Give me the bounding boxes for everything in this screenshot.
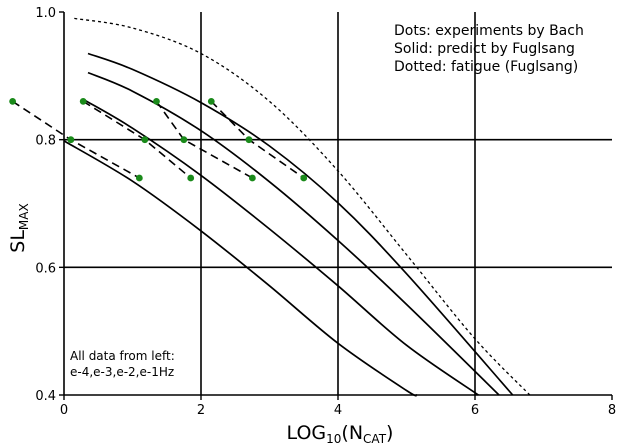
- experiment-point-0-2: [135, 174, 143, 182]
- legend-line-dots: Dots: experiments by Bach: [394, 23, 584, 39]
- experiment-point-3-0: [207, 97, 215, 105]
- experiment-point-3-2: [300, 174, 308, 182]
- legend: Dots: experiments by Bach Solid: predict…: [394, 23, 584, 75]
- x-tick-label-1: 2: [197, 403, 205, 418]
- x-axis-label-main: LOG: [287, 422, 327, 443]
- x-tick-label-2: 4: [334, 403, 342, 418]
- y-tick-label-3: 1.0: [35, 6, 56, 21]
- x-axis-label-sub2: CAT: [363, 432, 387, 443]
- predicted-line-0: [63, 140, 418, 397]
- experiment-point-1-1: [141, 136, 149, 144]
- x-axis-label: LOG10(NCAT): [287, 422, 394, 443]
- experiment-point-0-1: [67, 136, 75, 144]
- experiment-point-1-0: [79, 97, 87, 105]
- experiment-point-2-0: [153, 97, 160, 105]
- legend-line-solid: Solid: predict by Fuglsang: [394, 41, 575, 57]
- annotation-line-1: All data from left:: [70, 349, 175, 363]
- annotation: All data from left: e-4,e-3,e-2,e-1Hz: [70, 349, 175, 379]
- y-axis-label: SLMAX: [7, 203, 31, 252]
- y-tick-label-1: 0.6: [35, 261, 56, 276]
- x-tick-label-0: 0: [60, 403, 68, 418]
- y-tick-label-2: 0.8: [35, 134, 56, 149]
- x-tick-label-4: 8: [608, 403, 616, 418]
- predicted-curves: [63, 52, 514, 397]
- annotation-line-2: e-4,e-3,e-2,e-1Hz: [70, 365, 174, 379]
- experiment-line-2: [155, 100, 253, 179]
- experiment-point-2-1: [180, 136, 188, 144]
- fatigue-line: [74, 17, 531, 396]
- fatigue-curve: [74, 17, 531, 396]
- y-tick-label-0: 0.4: [35, 389, 56, 404]
- y-axis-label-main: SL: [7, 230, 29, 253]
- experiment-point-3-1: [245, 136, 253, 144]
- x-axis-label-close: ): [386, 422, 393, 443]
- predicted-line-1: [84, 99, 479, 396]
- x-axis-label-sub1: 10: [326, 432, 341, 443]
- legend-line-dotted: Dotted: fatigue (Fuglsang): [394, 59, 578, 75]
- x-tick-labels: 0 2 4 6 8: [60, 395, 616, 418]
- y-tick-labels: 0.4 0.6 0.8 1.0: [35, 6, 64, 404]
- experiment-point-0-0: [9, 97, 17, 105]
- x-tick-label-3: 6: [471, 403, 479, 418]
- experiment-point-2-2: [248, 174, 256, 182]
- predicted-line-2: [87, 71, 500, 396]
- y-axis-label-sub: MAX: [17, 203, 31, 230]
- experiment-series: [9, 97, 308, 182]
- predicted-line-3: [87, 52, 514, 396]
- experiment-point-1-2: [187, 174, 195, 182]
- x-axis-label-open: (N: [341, 422, 363, 443]
